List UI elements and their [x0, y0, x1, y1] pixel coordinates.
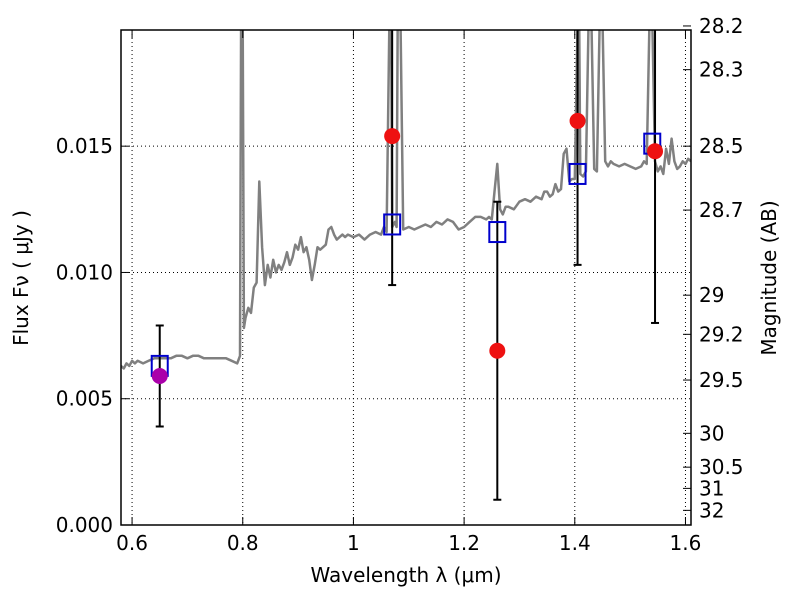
x-tick-label: 1	[347, 531, 360, 555]
y-tick-label: 0.015	[56, 134, 113, 158]
magnitude-tick-label: 31	[699, 476, 724, 500]
y-axis-label: Flux Fν ( μJy )	[9, 210, 33, 346]
magnitude-tick-label: 28.2	[699, 14, 744, 38]
plot-frame	[120, 29, 692, 526]
model-spectrum-line	[121, 30, 691, 370]
model-photometry-square	[488, 221, 507, 244]
observed-photometry-point	[569, 112, 586, 129]
magnitude-tick-label: 30	[699, 421, 724, 445]
model-photometry-square	[383, 213, 402, 236]
observed-photometry-point	[151, 367, 168, 384]
magnitude-tick-label: 30.5	[699, 455, 744, 479]
plot-area	[121, 30, 691, 525]
magnitude-tick-label: 28.5	[699, 134, 744, 158]
magnitude-tick-label: 29.5	[699, 368, 744, 392]
magnitude-tick-label: 29	[699, 283, 724, 307]
x-tick-label: 0.6	[116, 531, 148, 555]
magnitude-tick-label: 28.7	[699, 198, 744, 222]
observed-photometry-point	[647, 143, 664, 160]
y-axis-ticks: 0.000 0.005 0.010 0.015	[56, 134, 129, 537]
x-tick-label: 0.8	[227, 531, 259, 555]
magnitude-tick-label: 28.3	[699, 58, 744, 82]
y-tick-label: 0.005	[56, 387, 113, 411]
x-tick-label: 1.6	[670, 531, 702, 555]
data-markers	[150, 112, 664, 384]
x-axis-label: Wavelength λ (μm)	[310, 563, 501, 587]
y-tick-label: 0.000	[56, 513, 113, 537]
model-photometry-square	[568, 162, 587, 185]
y-tick-label: 0.010	[56, 260, 113, 284]
observed-photometry-point	[489, 342, 506, 359]
magnitude-axis-label: Magnitude (AB)	[757, 200, 781, 355]
x-tick-label: 1.4	[559, 531, 591, 555]
x-axis-ticks: 0.6 0.8 1 1.2 1.4 1.6	[116, 30, 701, 555]
observed-photometry-point	[384, 128, 401, 145]
magnitude-tick-label: 32	[699, 498, 724, 522]
x-tick-label: 1.2	[448, 531, 480, 555]
chart-series	[121, 30, 691, 370]
magnitude-tick-label: 29.2	[699, 322, 744, 346]
